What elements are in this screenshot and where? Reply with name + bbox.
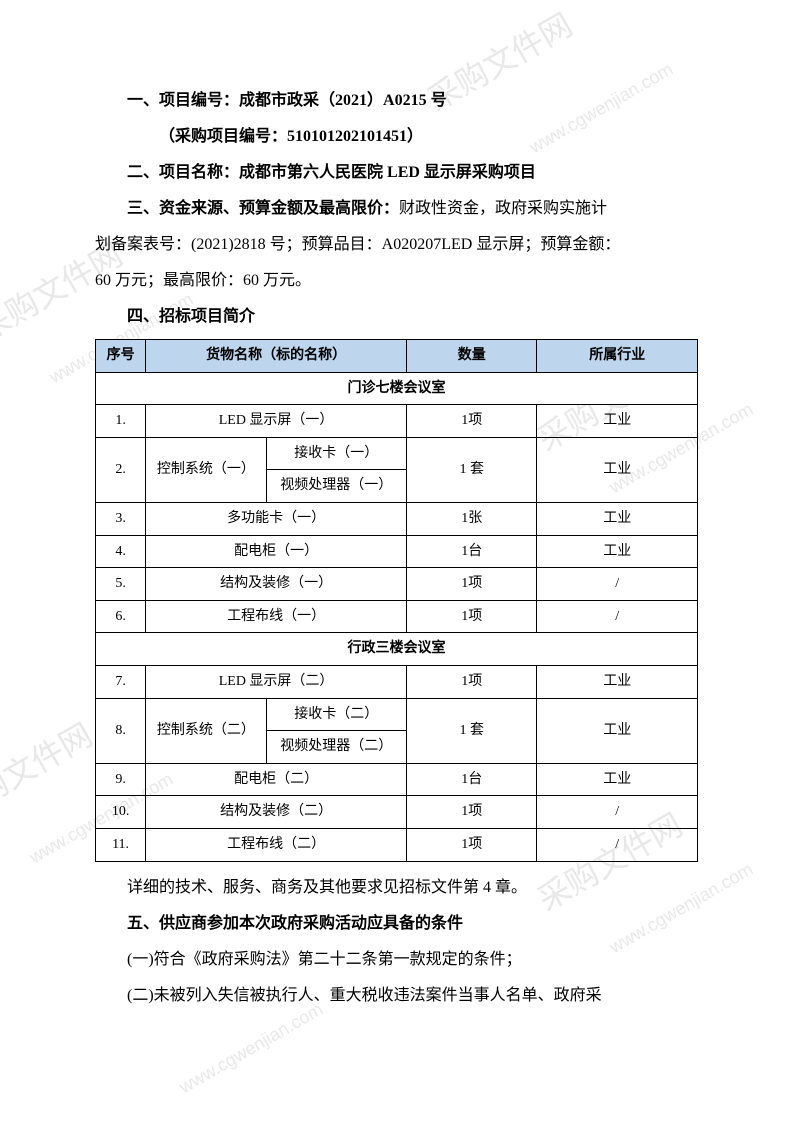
watermark-text: 采购文件网	[0, 704, 105, 839]
project-name-value: 成都市第六人民医院 LED 显示屏采购项目	[239, 164, 536, 181]
cell-name: 工程布线（一）	[146, 600, 407, 633]
procurement-number-value: 510101202101451）	[287, 128, 423, 145]
cell-seq: 5.	[96, 568, 146, 601]
cell-ind: /	[537, 796, 698, 829]
table-row: 9. 配电柜（二） 1台 工业	[96, 763, 698, 796]
table-row: 5. 结构及装修（一） 1项 /	[96, 568, 698, 601]
table-row: 4. 配电柜（一） 1台 工业	[96, 535, 698, 568]
cell-name: 配电柜（二）	[146, 763, 407, 796]
funding-line-1: 三、资金来源、预算金额及最高限价：财政性资金，政府采购实施计	[95, 193, 698, 225]
cell-name: 多功能卡（一）	[146, 502, 407, 535]
funding-line-2: 划备案表号：(2021)2818 号；预算品目：A020207LED 显示屏；预…	[95, 229, 698, 261]
cell-name: LED 显示屏（一）	[146, 405, 407, 438]
condition-1: (一)符合《政府采购法》第二十二条第一款规定的条件；	[95, 944, 698, 976]
cell-seq: 3.	[96, 502, 146, 535]
table-row: 3. 多功能卡（一） 1张 工业	[96, 502, 698, 535]
table-row: 10. 结构及装修（二） 1项 /	[96, 796, 698, 829]
cell-sub: 视频处理器（二）	[266, 731, 406, 764]
table-row: 1. LED 显示屏（一） 1项 工业	[96, 405, 698, 438]
cell-seq: 11.	[96, 828, 146, 861]
cell-qty: 1张	[407, 502, 537, 535]
cell-qty: 1项	[407, 568, 537, 601]
cell-seq: 7.	[96, 665, 146, 698]
project-number-line: 一、项目编号：成都市政采（2021）A0215 号	[95, 85, 698, 117]
cell-ind: /	[537, 600, 698, 633]
cell-name: 结构及装修（二）	[146, 796, 407, 829]
th-name: 货物名称（标的名称）	[146, 340, 407, 373]
procurement-number-line: （采购项目编号：510101202101451）	[95, 121, 698, 153]
footer-line-1: 详细的技术、服务、商务及其他要求见招标文件第 4 章。	[95, 872, 698, 904]
cell-qty: 1 套	[407, 698, 537, 763]
section-1-row: 门诊七楼会议室	[96, 372, 698, 405]
table-row: 6. 工程布线（一） 1项 /	[96, 600, 698, 633]
cell-name: 工程布线（二）	[146, 828, 407, 861]
cell-sub: 接收卡（一）	[266, 437, 406, 470]
table-row: 7. LED 显示屏（二） 1项 工业	[96, 665, 698, 698]
cell-ind: 工业	[537, 502, 698, 535]
cell-ind: /	[537, 828, 698, 861]
cell-qty: 1台	[407, 763, 537, 796]
cell-seq: 2.	[96, 437, 146, 502]
cell-ind: 工业	[537, 665, 698, 698]
th-qty: 数量	[407, 340, 537, 373]
cell-qty: 1项	[407, 600, 537, 633]
project-name-line: 二、项目名称：成都市第六人民医院 LED 显示屏采购项目	[95, 157, 698, 189]
cell-ind: /	[537, 568, 698, 601]
project-number-value: 成都市政采（2021）A0215 号	[239, 92, 447, 109]
cell-qty: 1项	[407, 796, 537, 829]
cell-ind: 工业	[537, 405, 698, 438]
cell-seq: 9.	[96, 763, 146, 796]
cell-ind: 工业	[537, 763, 698, 796]
table-header-row: 序号 货物名称（标的名称） 数量 所属行业	[96, 340, 698, 373]
cell-qty: 1台	[407, 535, 537, 568]
section-2-row: 行政三楼会议室	[96, 633, 698, 666]
cell-qty: 1项	[407, 665, 537, 698]
cell-seq: 6.	[96, 600, 146, 633]
cell-name-prefix: 控制系统（一）	[146, 437, 266, 502]
cell-seq: 10.	[96, 796, 146, 829]
cell-name: LED 显示屏（二）	[146, 665, 407, 698]
cell-name: 配电柜（一）	[146, 535, 407, 568]
cell-sub: 接收卡（二）	[266, 698, 406, 731]
funding-label: 三、资金来源、预算金额及最高限价：	[127, 200, 399, 217]
section-2-title: 行政三楼会议室	[96, 633, 698, 666]
section-1-title: 门诊七楼会议室	[96, 372, 698, 405]
cell-ind: 工业	[537, 535, 698, 568]
cell-sub: 视频处理器（一）	[266, 470, 406, 503]
cell-seq: 8.	[96, 698, 146, 763]
cell-seq: 4.	[96, 535, 146, 568]
th-seq: 序号	[96, 340, 146, 373]
condition-2: (二)未被列入失信被执行人、重大税收违法案件当事人名单、政府采	[95, 980, 698, 1012]
th-industry: 所属行业	[537, 340, 698, 373]
cell-ind: 工业	[537, 437, 698, 502]
section-5-title: 五、供应商参加本次政府采购活动应具备的条件	[95, 908, 698, 940]
project-name-label: 二、项目名称：	[127, 164, 239, 181]
table-row: 2. 控制系统（一） 接收卡（一） 1 套 工业	[96, 437, 698, 470]
cell-qty: 1项	[407, 828, 537, 861]
table-row: 11. 工程布线（二） 1项 /	[96, 828, 698, 861]
funding-value: 财政性资金，政府采购实施计	[399, 200, 607, 217]
cell-qty: 1 套	[407, 437, 537, 502]
procurement-number-label: （采购项目编号：	[159, 128, 287, 145]
document-content: 一、项目编号：成都市政采（2021）A0215 号 （采购项目编号：510101…	[95, 85, 698, 1012]
project-number-label: 一、项目编号：	[127, 92, 239, 109]
cell-name: 结构及装修（一）	[146, 568, 407, 601]
section-4-title: 四、招标项目简介	[95, 301, 698, 333]
table-row: 8. 控制系统（二） 接收卡（二） 1 套 工业	[96, 698, 698, 731]
items-table: 序号 货物名称（标的名称） 数量 所属行业 门诊七楼会议室 1. LED 显示屏…	[95, 339, 698, 862]
cell-qty: 1项	[407, 405, 537, 438]
cell-name-prefix: 控制系统（二）	[146, 698, 266, 763]
cell-seq: 1.	[96, 405, 146, 438]
funding-line-3: 60 万元；最高限价：60 万元。	[95, 265, 698, 297]
cell-ind: 工业	[537, 698, 698, 763]
